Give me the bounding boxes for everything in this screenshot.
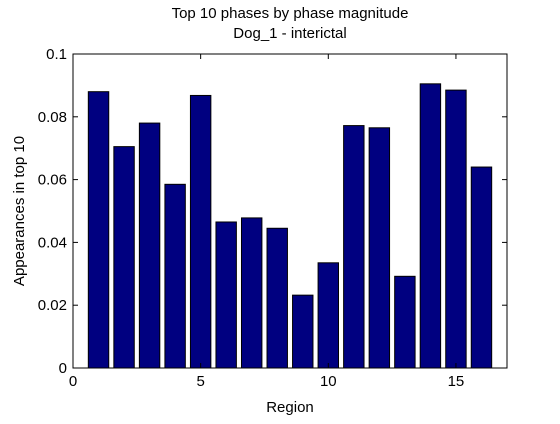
y-tick-label: 0.02 (38, 297, 67, 314)
bar-region-9 (292, 294, 314, 369)
y-tick-label: 0.06 (38, 172, 67, 189)
bar-region-11 (343, 125, 365, 369)
bar-region-1 (87, 91, 110, 369)
x-tick-label: 10 (320, 373, 337, 390)
bar-region-16 (470, 166, 493, 369)
bar-region-4 (164, 183, 186, 369)
bar-region-5 (189, 94, 212, 369)
y-tick-label: 0.08 (38, 109, 67, 126)
bar-region-3 (138, 122, 161, 369)
x-axis-label: Region (266, 399, 314, 416)
bar-region-8 (266, 227, 288, 369)
bar-region-13 (394, 275, 416, 369)
y-tick-label: 0.04 (38, 234, 67, 251)
bar-region-12 (368, 127, 391, 369)
chart-title: Top 10 phases by phase magnitude (172, 5, 409, 22)
y-tick-label: 0.1 (46, 46, 67, 63)
bar-region-6 (215, 221, 237, 369)
x-tick-label: 15 (448, 373, 465, 390)
x-tick-label: 5 (196, 373, 204, 390)
y-tick-label: 0 (59, 360, 67, 377)
bars-layer (87, 83, 493, 369)
bar-region-14 (419, 83, 442, 369)
x-tick-label: 0 (69, 373, 77, 390)
ticks-layer: 0 5 10 15 0 0.02 0.04 0.06 0.08 0.1 (38, 46, 507, 390)
bar-region-10 (317, 262, 339, 369)
chart-subtitle: Dog_1 - interictal (233, 25, 346, 42)
y-axis-label: Appearances in top 10 (11, 136, 28, 286)
plot-area-frame (72, 53, 508, 369)
bar-region-15 (445, 89, 467, 369)
bar-region-2 (113, 146, 135, 369)
bar-region-7 (240, 217, 263, 369)
